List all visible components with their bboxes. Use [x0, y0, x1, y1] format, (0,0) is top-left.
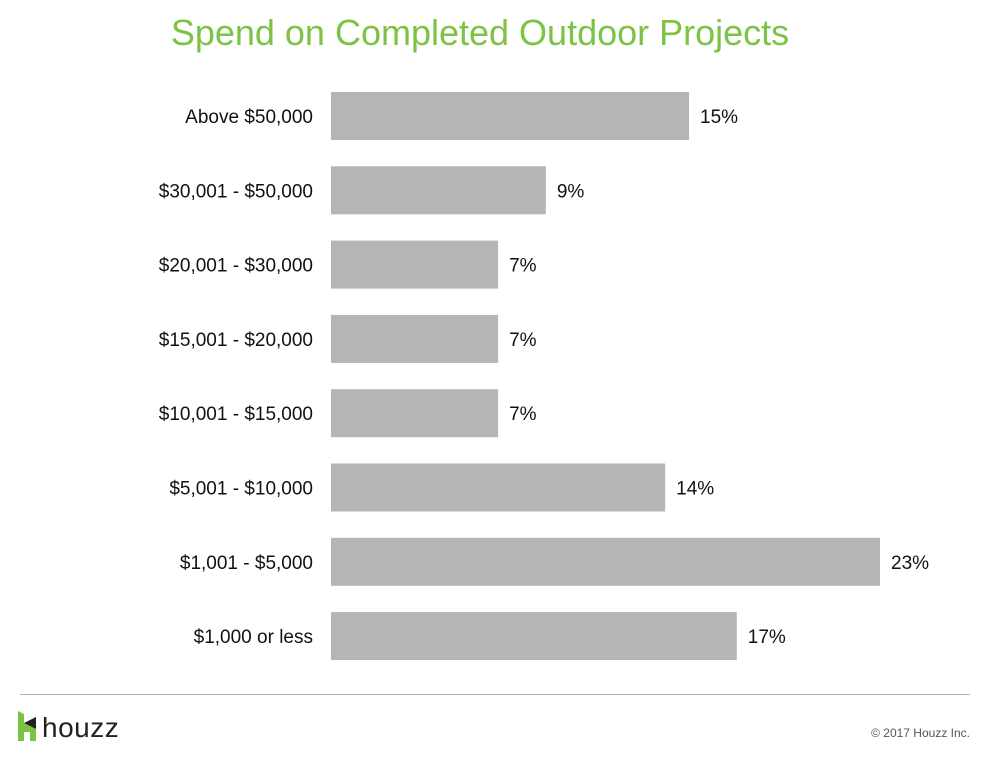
- houzz-logo-icon: [18, 710, 36, 746]
- value-label: 9%: [557, 181, 585, 202]
- bar: [331, 92, 690, 140]
- category-label: $10,001 - $15,000: [159, 404, 313, 425]
- value-label: 7%: [509, 404, 537, 425]
- brand-wordmark: houzz: [42, 712, 120, 743]
- value-label: 7%: [509, 330, 537, 351]
- copyright-text: © 2017 Houzz Inc.: [871, 726, 970, 740]
- houzz-logo: houzz: [18, 710, 120, 746]
- bar-chart: Above $50,000 15% $30,001 - $50,000 9% $20,0…: [159, 92, 929, 661]
- value-label: 7%: [509, 256, 537, 277]
- category-label: $30,001 - $50,000: [159, 181, 313, 202]
- category-label: $15,001 - $20,000: [159, 330, 313, 351]
- value-label: 23%: [891, 553, 929, 574]
- category-label: $5,001 - $10,000: [169, 479, 313, 500]
- value-label: 15%: [700, 107, 738, 128]
- category-label: $1,001 - $5,000: [180, 553, 313, 574]
- bar: [331, 612, 737, 661]
- value-label: 17%: [748, 627, 786, 648]
- bar: [331, 240, 499, 289]
- value-label: 14%: [676, 479, 714, 500]
- bar: [331, 389, 499, 438]
- bar: [331, 463, 666, 512]
- bar: [331, 537, 880, 586]
- chart-title: Spend on Completed Outdoor Projects: [170, 12, 790, 53]
- category-label: $1,000 or less: [194, 627, 313, 648]
- category-label: $20,001 - $30,000: [159, 256, 313, 277]
- category-label: Above $50,000: [185, 107, 313, 128]
- bar: [331, 166, 546, 215]
- footer-divider: [20, 694, 970, 695]
- bar: [331, 314, 499, 363]
